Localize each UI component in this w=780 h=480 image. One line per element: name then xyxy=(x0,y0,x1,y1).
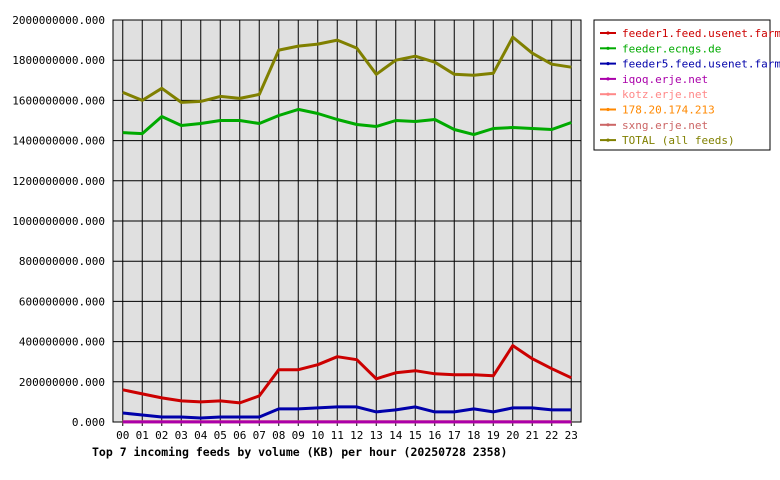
x-tick-label: 08 xyxy=(272,429,285,442)
y-tick-label: 2000000000.000 xyxy=(12,14,105,27)
x-tick-label: 23 xyxy=(565,429,578,442)
y-tick-label: 1200000000.000 xyxy=(12,175,105,188)
legend-marker xyxy=(606,77,610,81)
y-tick-label: 1400000000.000 xyxy=(12,135,105,148)
x-tick-label: 13 xyxy=(370,429,383,442)
legend-label: feeder5.feed.usenet.farm xyxy=(622,58,780,71)
x-tick-label: 19 xyxy=(487,429,500,442)
legend-marker xyxy=(606,138,610,142)
y-tick-label: 400000000.000 xyxy=(19,336,105,349)
x-tick-label: 11 xyxy=(331,429,344,442)
x-tick-label: 21 xyxy=(526,429,539,442)
legend-label: sxng.erje.net xyxy=(622,119,708,132)
x-tick-label: 06 xyxy=(233,429,246,442)
legend-marker xyxy=(606,123,610,127)
x-tick-label: 17 xyxy=(448,429,461,442)
y-tick-label: 1000000000.000 xyxy=(12,215,105,228)
x-tick-label: 12 xyxy=(350,429,363,442)
x-tick-label: 09 xyxy=(292,429,305,442)
y-tick-labels: 0.000 200000000.000 400000000.000 600000000… xyxy=(12,14,105,429)
legend-label: kotz.erje.net xyxy=(622,88,708,101)
y-tick-label: 1800000000.000 xyxy=(12,54,105,67)
x-tick-label: 22 xyxy=(545,429,558,442)
legend-label: feeder.ecngs.de xyxy=(622,42,721,55)
legend-marker xyxy=(606,31,610,35)
series-line xyxy=(122,35,572,104)
legend-label: feeder1.feed.usenet.farm xyxy=(622,27,780,40)
legend-marker xyxy=(606,92,610,96)
x-tick-labels: 00 01 02 03 04 05 06 07 08 09 10 11 12 13 14 15 16 17 18 19… xyxy=(116,429,578,442)
y-tick-label: 800000000.000 xyxy=(19,255,105,268)
legend-marker xyxy=(606,46,610,50)
x-tick-label: 10 xyxy=(311,429,324,442)
x-tick-label: 14 xyxy=(389,429,403,442)
legend-marker xyxy=(606,107,610,112)
x-tick-label: 00 xyxy=(116,429,129,442)
x-tick-label: 18 xyxy=(467,429,480,442)
series-line xyxy=(122,344,572,405)
x-tick-label: 15 xyxy=(409,429,422,442)
x-tick-label: 16 xyxy=(428,429,441,442)
legend-label: TOTAL (all feeds) xyxy=(622,134,735,147)
legend-marker xyxy=(606,62,610,66)
series-line xyxy=(122,405,572,420)
x-tick-label: 07 xyxy=(253,429,266,442)
y-tick-label: 200000000.000 xyxy=(19,376,105,389)
x-tick-label: 03 xyxy=(175,429,188,442)
series-line xyxy=(122,107,572,137)
x-tick-label: 02 xyxy=(155,429,168,442)
x-tick-label: 01 xyxy=(136,429,149,442)
series-lines xyxy=(122,35,572,424)
y-tick-label: 600000000.000 xyxy=(19,295,105,308)
legend-box xyxy=(593,19,771,151)
y-tick-label: 1600000000.000 xyxy=(12,94,105,107)
legend-label: 178.20.174.213 xyxy=(622,104,715,117)
legend-label: iqoq.erje.net xyxy=(622,73,708,86)
x-tick-label: 20 xyxy=(506,429,519,442)
legend: feeder1.feed.usenet.farm feeder.ecngs.de f… xyxy=(593,19,780,151)
x-tick-label: 04 xyxy=(194,429,208,442)
chart-title: Top 7 incoming feeds by volume (KB) per … xyxy=(92,445,507,459)
x-tick-label: 05 xyxy=(214,429,227,442)
y-tick-label: 0.000 xyxy=(72,416,105,429)
